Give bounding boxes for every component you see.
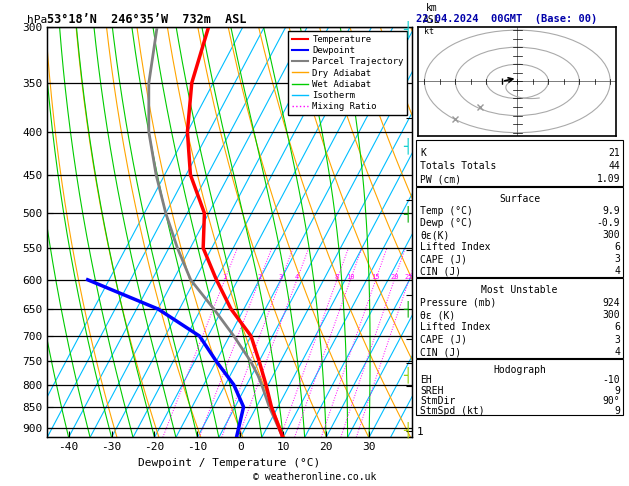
Text: 4: 4: [615, 347, 620, 357]
Text: Most Unstable: Most Unstable: [481, 285, 558, 295]
Text: 300: 300: [603, 230, 620, 240]
Text: ┤: ┤: [404, 21, 412, 37]
Text: Totals Totals: Totals Totals: [420, 161, 496, 171]
Text: CAPE (J): CAPE (J): [420, 254, 467, 264]
Text: 2: 2: [257, 274, 262, 280]
Text: 924: 924: [603, 298, 620, 308]
Text: 6: 6: [615, 242, 620, 252]
Text: ┤: ┤: [404, 300, 412, 317]
Text: 15: 15: [372, 274, 380, 280]
Text: 9: 9: [615, 406, 620, 416]
Text: θε(K): θε(K): [420, 230, 450, 240]
Text: Surface: Surface: [499, 194, 540, 204]
Text: 10: 10: [346, 274, 355, 280]
Text: 3: 3: [279, 274, 283, 280]
Text: ┤: ┤: [404, 206, 412, 222]
Text: CIN (J): CIN (J): [420, 266, 461, 276]
Text: 20: 20: [390, 274, 399, 280]
Text: θε (K): θε (K): [420, 310, 455, 320]
X-axis label: Dewpoint / Temperature (°C): Dewpoint / Temperature (°C): [138, 458, 321, 468]
Text: hPa: hPa: [27, 15, 47, 25]
Text: 44: 44: [608, 161, 620, 171]
Text: 9: 9: [615, 385, 620, 396]
Text: StmDir: StmDir: [420, 396, 455, 406]
Text: 3: 3: [615, 335, 620, 345]
Text: 4: 4: [295, 274, 299, 280]
Text: Hodograph: Hodograph: [493, 365, 546, 375]
Text: 4: 4: [615, 266, 620, 276]
Text: Lifted Index: Lifted Index: [420, 322, 491, 332]
Text: K: K: [420, 148, 426, 158]
Text: 1.09: 1.09: [597, 174, 620, 184]
Text: 9.9: 9.9: [603, 206, 620, 216]
Text: 1: 1: [223, 274, 227, 280]
Text: 21: 21: [608, 148, 620, 158]
Text: 90°: 90°: [603, 396, 620, 406]
Text: ┤: ┤: [404, 366, 412, 382]
Text: StmSpd (kt): StmSpd (kt): [420, 406, 485, 416]
Text: 25: 25: [404, 274, 413, 280]
Text: CIN (J): CIN (J): [420, 347, 461, 357]
Text: Lifted Index: Lifted Index: [420, 242, 491, 252]
Text: Pressure (mb): Pressure (mb): [420, 298, 496, 308]
Text: ┤: ┤: [404, 138, 412, 154]
Text: SREH: SREH: [420, 385, 443, 396]
Text: 3: 3: [615, 254, 620, 264]
Text: -10: -10: [603, 375, 620, 385]
Text: Temp (°C): Temp (°C): [420, 206, 473, 216]
Text: PW (cm): PW (cm): [420, 174, 461, 184]
Text: CAPE (J): CAPE (J): [420, 335, 467, 345]
Text: -0.9: -0.9: [597, 218, 620, 228]
Text: 6: 6: [615, 322, 620, 332]
Y-axis label: Mixing Ratio (g/kg): Mixing Ratio (g/kg): [430, 176, 440, 288]
Text: ┤: ┤: [404, 422, 412, 438]
Text: =2LCL: =2LCL: [416, 371, 441, 380]
Text: 53°18’N  246°35’W  732m  ASL: 53°18’N 246°35’W 732m ASL: [47, 13, 247, 26]
Text: 8: 8: [335, 274, 339, 280]
Text: km
ASL: km ASL: [423, 3, 441, 25]
Text: EH: EH: [420, 375, 432, 385]
Text: 300: 300: [603, 310, 620, 320]
Text: © weatheronline.co.uk: © weatheronline.co.uk: [253, 472, 376, 482]
Legend: Temperature, Dewpoint, Parcel Trajectory, Dry Adiabat, Wet Adiabat, Isotherm, Mi: Temperature, Dewpoint, Parcel Trajectory…: [288, 31, 408, 115]
Text: kt: kt: [425, 27, 435, 35]
Text: Dewp (°C): Dewp (°C): [420, 218, 473, 228]
Text: 22.04.2024  00GMT  (Base: 00): 22.04.2024 00GMT (Base: 00): [416, 14, 598, 24]
